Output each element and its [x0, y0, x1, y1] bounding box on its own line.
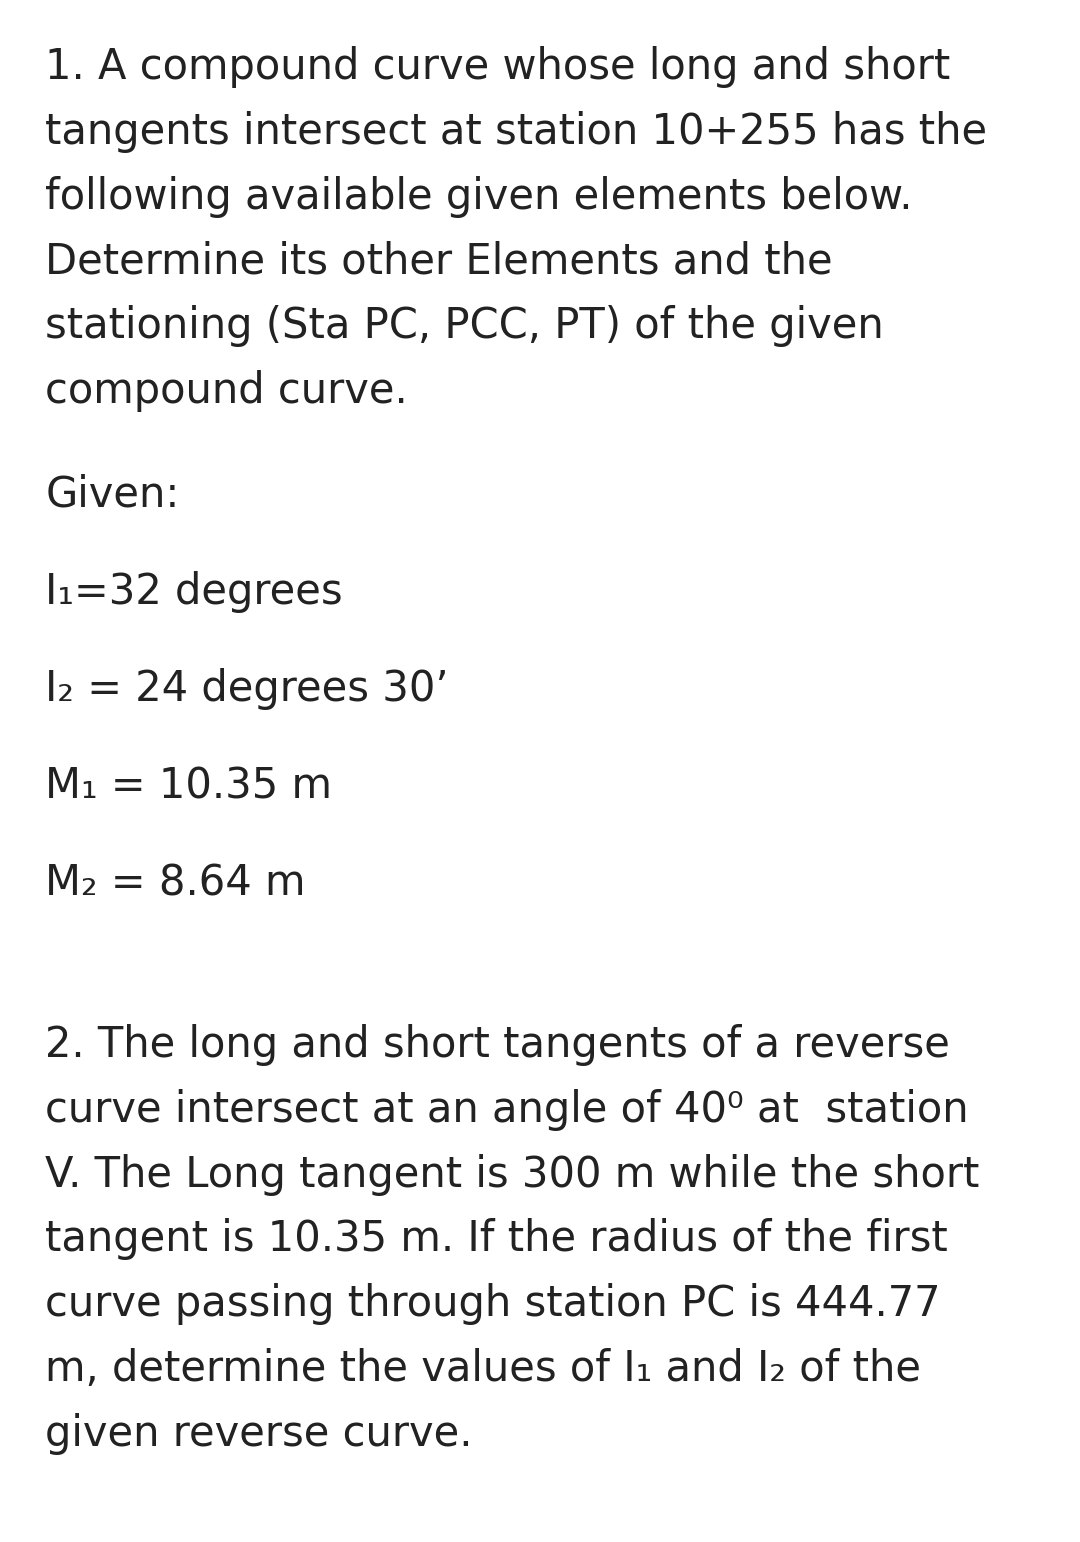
Text: 1. A compound curve whose long and short: 1. A compound curve whose long and short — [45, 46, 950, 88]
Text: following available given elements below.: following available given elements below… — [45, 176, 913, 217]
Text: curve passing through station PC is 444.77: curve passing through station PC is 444.… — [45, 1283, 941, 1325]
Text: tangent is 10.35 m. If the radius of the first: tangent is 10.35 m. If the radius of the… — [45, 1218, 948, 1260]
Text: stationing (Sta PC, PCC, PT) of the given: stationing (Sta PC, PCC, PT) of the give… — [45, 305, 885, 347]
Text: m, determine the values of I₁ and I₂ of the: m, determine the values of I₁ and I₂ of … — [45, 1348, 921, 1389]
Text: Given:: Given: — [45, 473, 179, 515]
Text: M₂ = 8.64 m: M₂ = 8.64 m — [45, 862, 306, 904]
Text: curve intersect at an angle of 40⁰ at  station: curve intersect at an angle of 40⁰ at st… — [45, 1089, 969, 1130]
Text: Determine its other Elements and the: Determine its other Elements and the — [45, 241, 833, 282]
Text: V. The Long tangent is 300 m while the short: V. The Long tangent is 300 m while the s… — [45, 1153, 980, 1195]
Text: I₁=32 degrees: I₁=32 degrees — [45, 571, 343, 612]
Text: given reverse curve.: given reverse curve. — [45, 1412, 473, 1454]
Text: I₂ = 24 degrees 30’: I₂ = 24 degrees 30’ — [45, 668, 449, 709]
Text: 2. The long and short tangents of a reverse: 2. The long and short tangents of a reve… — [45, 1024, 950, 1066]
Text: M₁ = 10.35 m: M₁ = 10.35 m — [45, 765, 333, 806]
Text: compound curve.: compound curve. — [45, 370, 408, 412]
Text: tangents intersect at station 10+255 has the: tangents intersect at station 10+255 has… — [45, 111, 987, 153]
